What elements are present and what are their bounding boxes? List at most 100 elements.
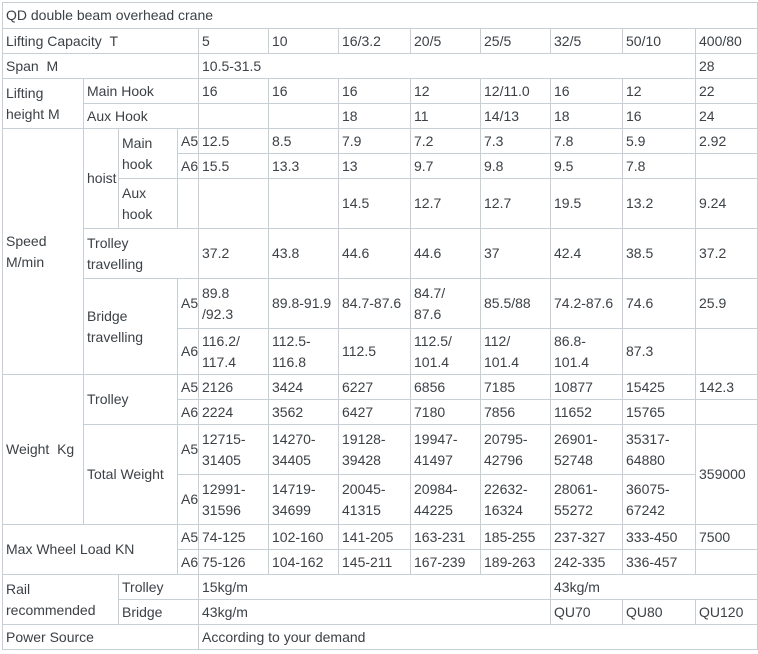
max-wheel-a6-value: 336-457 xyxy=(622,549,696,575)
total-weight-a5-value: 35317- 64880 xyxy=(622,424,696,475)
main-hook-value: 12/11.0 xyxy=(480,78,551,104)
hoist-main-a6-value: 9.7 xyxy=(410,153,481,179)
total-weight-a6-value: 22632- 16324 xyxy=(480,474,551,525)
hoist-main-a5-value: 12.5 xyxy=(198,128,269,154)
max-wheel-a6-value: 104-162 xyxy=(268,549,339,575)
bridge-a6-value xyxy=(694,328,758,375)
grade-a5-label: A5 xyxy=(177,128,199,154)
table-row: Max Wheel Load KN A5 74-125 102-160 141-… xyxy=(2,524,758,575)
bridge-a6-value: 112.5 xyxy=(338,328,411,375)
table-row: Aux Hook 18 11 14/13 18 16 24 xyxy=(3,103,758,129)
rail-bridge-qu-value: QU80 xyxy=(622,599,696,625)
lifting-capacity-value: 10 xyxy=(268,28,339,54)
grade-a5-label: A5 xyxy=(177,374,199,400)
hoist-main-a6-value: 13 xyxy=(338,153,411,179)
hoist-aux-value xyxy=(268,178,339,229)
weight-trolley-a6-value: 2224 xyxy=(198,399,269,425)
hoist-main-hook-label: Main hook xyxy=(118,128,178,179)
weight-label: Weight Kg xyxy=(2,374,84,525)
aux-hook-value: 18 xyxy=(338,103,411,129)
weight-trolley-a5-value: 142.3 xyxy=(694,374,758,400)
total-weight-a6-value: 20984- 44225 xyxy=(410,474,481,525)
total-weight-a5-value: 19128- 39428 xyxy=(338,424,411,475)
aux-hook-value: 24 xyxy=(694,103,758,129)
weight-trolley-a6-value: 15765 xyxy=(622,399,696,425)
lifting-capacity-value: 50/10 xyxy=(622,28,696,54)
table-row: Span M 10.5-31.5 28 xyxy=(2,53,758,79)
total-weight-a6-value: 28061- 55272 xyxy=(550,474,623,525)
hoist-aux-value xyxy=(198,178,269,229)
weight-trolley-a6-value: 3562 xyxy=(268,399,339,425)
max-wheel-a5-value: 74-125 xyxy=(198,524,269,550)
hoist-main-a5-value: 7.2 xyxy=(410,128,481,154)
grade-a6-label: A6 xyxy=(177,399,199,425)
main-hook-value: 16 xyxy=(550,78,623,104)
bridge-a6-value: 87.3 xyxy=(622,328,696,375)
hoist-main-a5-value: 2.92 xyxy=(694,128,758,154)
trolley-travelling-value: 44.6 xyxy=(338,228,411,279)
aux-hook-value xyxy=(268,103,339,129)
table-row: Aux hook 14.5 12.7 12.7 19.5 13.2 9.24 xyxy=(3,178,758,229)
max-wheel-a6-value: 242-335 xyxy=(550,549,623,575)
max-wheel-a6-value xyxy=(694,549,758,575)
hoist-main-a6-value: 9.8 xyxy=(480,153,551,179)
table-row: Trolley travelling 37.2 43.8 44.6 44.6 3… xyxy=(3,228,758,279)
trolley-travelling-value: 43.8 xyxy=(268,228,339,279)
hoist-aux-hook-label: Aux hook xyxy=(118,178,178,229)
weight-trolley-a5-value: 6856 xyxy=(410,374,481,400)
lifting-capacity-label: Lifting Capacity T xyxy=(2,28,199,54)
weight-trolley-a5-value: 15425 xyxy=(622,374,696,400)
total-weight-a5-value: 12715- 31405 xyxy=(198,424,269,475)
grade-a6-label: A6 xyxy=(177,328,199,375)
table-row: A6 12991- 31596 14719- 34699 20045- 4131… xyxy=(3,474,758,525)
rail-bridge-label: Bridge xyxy=(118,599,199,625)
lifting-capacity-value: 5 xyxy=(198,28,269,54)
max-wheel-a5-value: 141-205 xyxy=(338,524,411,550)
hoist-main-a6-value: 13.3 xyxy=(268,153,339,179)
max-wheel-a6-value: 145-211 xyxy=(338,549,411,575)
weight-trolley-a5-value: 10877 xyxy=(550,374,623,400)
total-weight-a5-value: 14270- 34405 xyxy=(268,424,339,475)
total-weight-a6-value: 12991- 31596 xyxy=(198,474,269,525)
hoist-main-a6-value xyxy=(694,153,758,179)
max-wheel-a5-value: 163-231 xyxy=(410,524,481,550)
bridge-a6-value: 112.5/ 101.4 xyxy=(410,328,481,375)
bridge-a6-value: 112.5- 116.8 xyxy=(268,328,339,375)
hoist-aux-value: 9.24 xyxy=(694,178,758,229)
bridge-a5-value: 85.5/88 xyxy=(480,278,551,329)
total-weight-merged-value: 359000 xyxy=(694,424,758,525)
hoist-aux-value: 12.7 xyxy=(410,178,481,229)
hoist-main-a6-value: 9.5 xyxy=(550,153,623,179)
power-source-value: According to your demand xyxy=(197,624,758,650)
max-wheel-a6-value: 189-263 xyxy=(480,549,551,575)
aux-hook-value: 18 xyxy=(550,103,623,129)
hoist-aux-value: 19.5 xyxy=(550,178,623,229)
main-hook-value: 16 xyxy=(198,78,269,104)
weight-trolley-label: Trolley xyxy=(83,374,178,425)
bridge-a5-value: 25.9 xyxy=(694,278,758,329)
table-row: Power Source According to your demand xyxy=(2,624,758,650)
hoist-main-a5-value: 7.9 xyxy=(338,128,411,154)
power-source-label: Power Source xyxy=(2,624,199,650)
trolley-travelling-value: 38.5 xyxy=(622,228,696,279)
weight-trolley-a5-value: 7185 xyxy=(480,374,551,400)
rail-bridge-qu-value: QU120 xyxy=(694,599,758,625)
total-weight-a5-value: 19947- 41497 xyxy=(410,424,481,475)
aux-hook-label: Aux Hook xyxy=(83,103,199,129)
aux-hook-value xyxy=(198,103,269,129)
aux-hook-value: 14/13 xyxy=(480,103,551,129)
bridge-a5-value: 89.8-91.9 xyxy=(268,278,339,329)
rail-bridge-left-value: 43kg/m xyxy=(198,599,551,625)
grade-a6-label: A6 xyxy=(177,474,199,525)
grade-a5-label: A5 xyxy=(177,278,199,329)
aux-hook-value: 11 xyxy=(410,103,481,129)
grade-empty-cell xyxy=(177,178,199,229)
weight-trolley-a5-value: 2126 xyxy=(198,374,269,400)
max-wheel-a5-value: 237-327 xyxy=(550,524,623,550)
trolley-travelling-value: 37.2 xyxy=(198,228,269,279)
speed-label: Speed M/min xyxy=(2,128,84,375)
rail-trolley-label: Trolley xyxy=(118,574,199,600)
lifting-capacity-value: 25/5 xyxy=(480,28,551,54)
weight-trolley-a5-value: 6227 xyxy=(338,374,411,400)
hoist-aux-value: 14.5 xyxy=(338,178,411,229)
